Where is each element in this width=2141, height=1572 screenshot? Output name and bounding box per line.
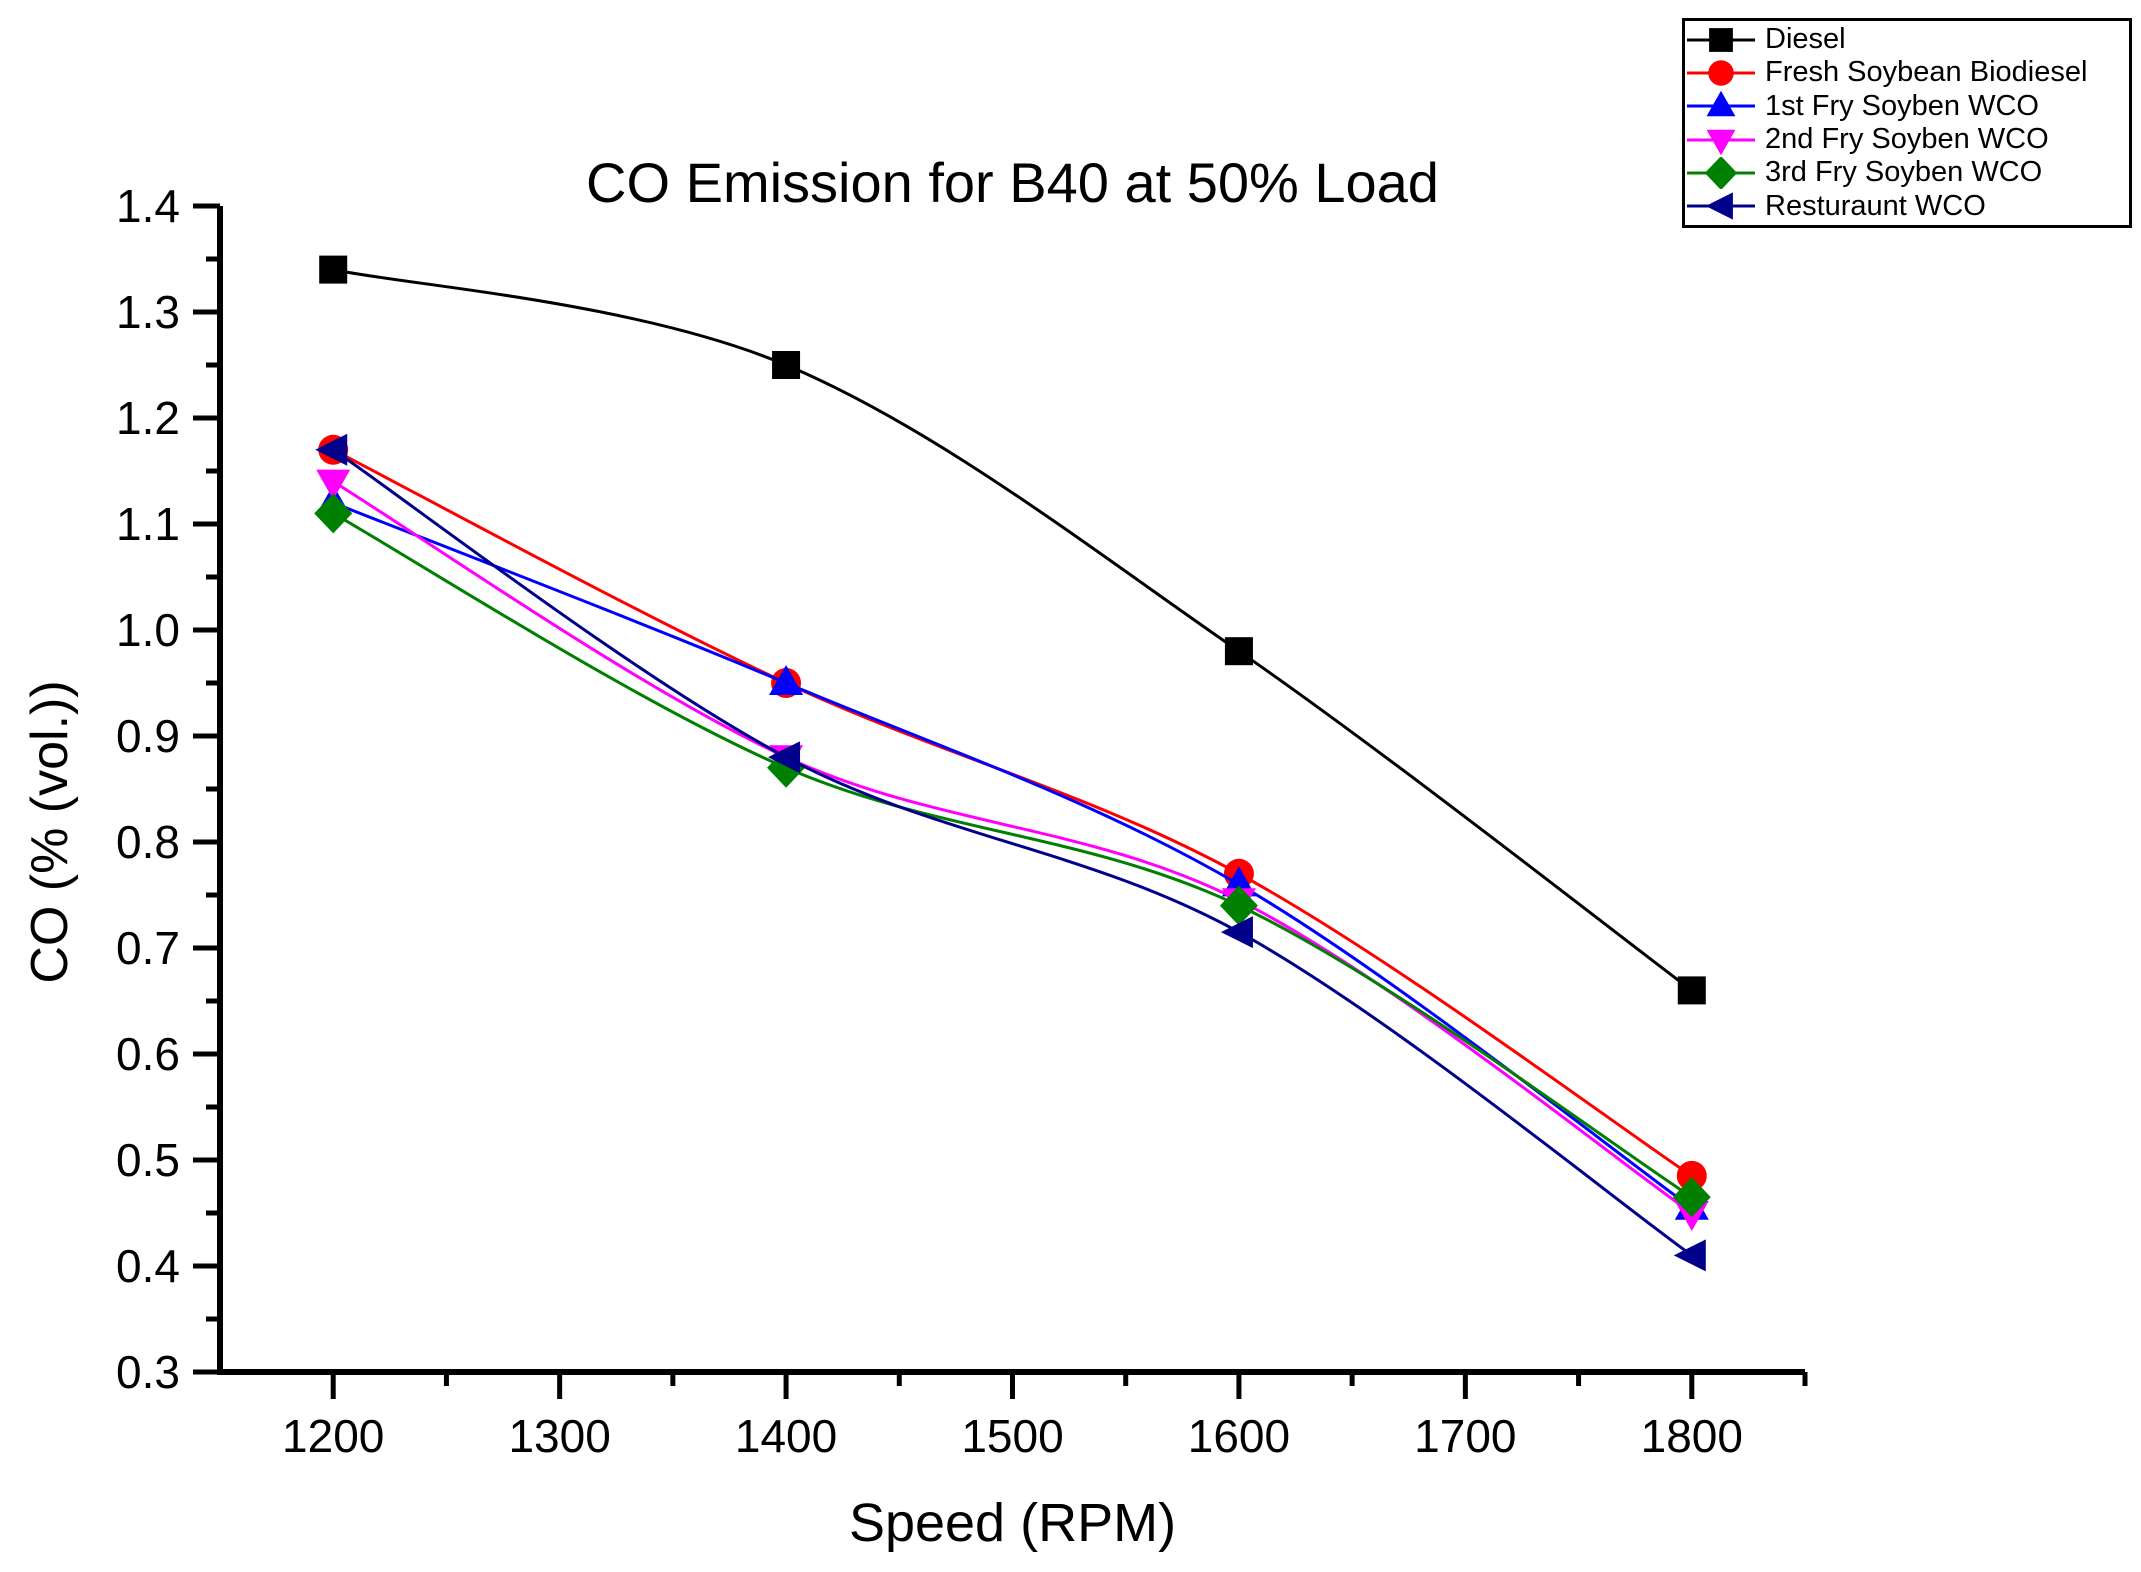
legend-marker-shape [1704,156,1738,189]
y-tick-label: 1.0 [116,604,180,656]
x-tick-label: 1200 [282,1410,384,1462]
series-marker-diesel [319,255,348,284]
series-marker-resturaunt-wco [1673,1239,1706,1272]
series-line-diesel [332,268,1693,992]
series-line-3rd-fry-soyben-wco [332,512,1693,1199]
series-marker-diesel [1677,976,1706,1005]
series-marker-3rd-fry-soyben-wco [314,493,353,534]
series-diesel [319,255,1706,1005]
legend-marker-shape [1708,60,1734,86]
series-line-2nd-fry-soyben-wco [332,480,1693,1215]
y-tick-label: 1.4 [116,180,180,232]
legend-item-resturaunt-wco: Resturaunt WCO [1685,190,2129,223]
legend-label: 2nd Fry Soyben WCO [1765,123,2049,156]
legend-label: Diesel [1765,23,1846,56]
legend-marker-diamond-icon [1687,156,1755,189]
series-line-resturaunt-wco [332,448,1693,1257]
legend-label: 3rd Fry Soyben WCO [1765,156,2043,189]
legend-marker-triangle-left-icon [1687,192,1755,220]
x-axis-label: Speed (RPM) [848,1493,1177,1553]
x-tick-label: 1500 [961,1410,1063,1462]
y-axis-label-text: CO (% (vol.)) [21,680,79,984]
y-tick-label: 0.4 [116,1240,180,1292]
chart-legend: Diesel Fresh Soybean Biodiesel 1st Fry Soy… [1682,18,2132,228]
series-marker-3rd-fry-soyben-wco [1219,885,1258,926]
x-tick-label: 1700 [1414,1410,1516,1462]
series-marker-fresh-soybean-biodiesel [1676,1160,1707,1191]
series-marker-3rd-fry-soyben-wco [1672,1177,1711,1218]
legend-marker-triangle-up-icon [1687,91,1755,117]
series-marker-resturaunt-wco [315,433,348,466]
legend-marker-shape [1705,192,1733,220]
legend-label: Fresh Soybean Biodiesel [1765,56,2088,89]
legend-item-diesel: Diesel [1685,23,2129,56]
y-tick-label: 0.6 [116,1028,180,1080]
series-3rd-fry-soyben-wco [314,493,1711,1218]
legend-label: 1st Fry Soyben WCO [1765,89,2039,122]
chart-title: CO Emission for B40 at 50% Load [586,151,1439,214]
series-marker-resturaunt-wco [1220,916,1253,949]
series-marker-diesel [772,351,801,379]
y-tick-label: 0.5 [116,1134,180,1186]
x-tick-label: 1300 [508,1410,610,1462]
legend-marker-shape [1709,27,1733,52]
series-marker-1st-fry-soyben-wco [769,665,804,695]
series-2nd-fry-soyben-wco [316,469,1709,1231]
legend-marker-triangle-down-icon [1687,129,1755,155]
x-tick-label: 1800 [1641,1410,1743,1462]
legend-item-1st-fry-soyben-wco: 1st Fry Soyben WCO [1685,90,2129,123]
legend-item-fresh-soybean-biodiesel: Fresh Soybean Biodiesel [1685,56,2129,89]
series-marker-2nd-fry-soyben-wco [316,469,351,500]
y-tick-label: 0.7 [116,922,180,974]
y-tick-label: 0.8 [116,816,180,868]
legend-marker-circle-icon [1687,60,1755,86]
legend-label: Resturaunt WCO [1765,189,1986,222]
x-tick-label: 1600 [1188,1410,1290,1462]
y-tick-label: 1.1 [116,498,180,550]
y-tick-label: 0.3 [116,1346,180,1398]
series-line-fresh-soybean-biodiesel [332,448,1693,1178]
legend-marker-shape [1706,91,1736,117]
series-marker-resturaunt-wco [768,741,801,774]
series-marker-diesel [1224,637,1253,666]
series-fresh-soybean-biodiesel [318,434,1707,1191]
axis-lines [217,206,1805,1375]
x-tick-label: 1400 [735,1410,837,1462]
series-resturaunt-wco [315,433,1706,1272]
y-tick-label: 0.9 [116,710,180,762]
legend-marker-square-icon [1687,27,1755,52]
y-tick-label: 1.2 [116,392,180,444]
legend-item-3rd-fry-soyben-wco: 3rd Fry Soyben WCO [1685,156,2129,189]
legend-item-2nd-fry-soyben-wco: 2nd Fry Soyben WCO [1685,123,2129,156]
y-tick-label: 1.3 [116,286,180,338]
legend-marker-shape [1706,129,1736,155]
